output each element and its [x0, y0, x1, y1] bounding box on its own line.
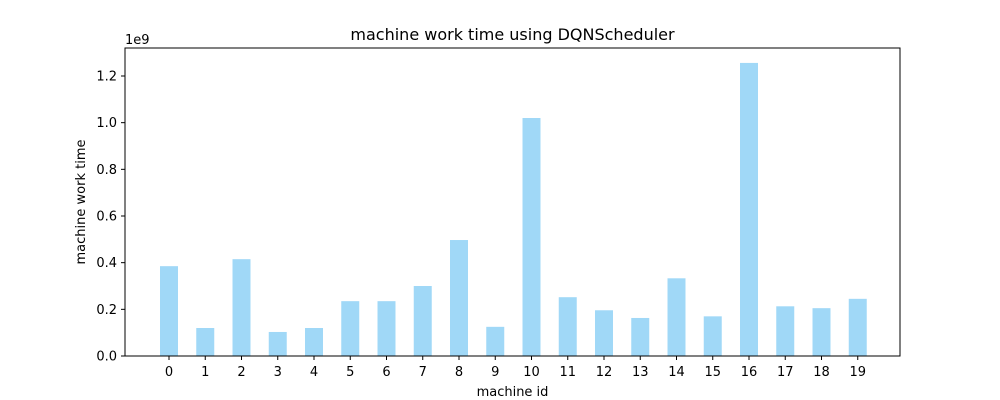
bar-machine-4 — [305, 328, 323, 356]
bar-machine-5 — [341, 301, 360, 356]
bar-machine-2 — [232, 259, 251, 356]
bar-machine-18 — [812, 308, 831, 356]
bar-machine-17 — [776, 306, 795, 356]
chart-title: machine work time using DQNScheduler — [350, 25, 675, 44]
y-offset-label: 1e9 — [125, 33, 150, 48]
x-tick-label: 7 — [419, 365, 427, 380]
x-tick-label: 14 — [668, 365, 685, 380]
bar-machine-11 — [558, 297, 577, 356]
y-tick-label: 0.2 — [96, 303, 117, 318]
plot-frame — [124, 47, 901, 357]
x-tick-label: 12 — [596, 365, 613, 380]
bar-machine-1 — [196, 328, 215, 356]
bar-machine-14 — [667, 278, 686, 356]
bar-machine-19 — [848, 298, 867, 356]
y-tick-label: 1.0 — [96, 116, 117, 131]
y-tick-label: 0.0 — [96, 350, 117, 365]
y-tick-label: 0.8 — [96, 163, 117, 178]
x-tick-label: 11 — [559, 365, 576, 380]
x-axis-label: machine id — [477, 385, 549, 400]
x-tick-label: 9 — [491, 365, 499, 380]
x-tick-label: 15 — [704, 365, 721, 380]
y-tick-label: 1.2 — [96, 70, 117, 85]
x-tick-label: 10 — [523, 365, 540, 380]
x-tick-label: 13 — [632, 365, 649, 380]
y-ticks-group: 0.0 0.2 0.4 0.6 0.8 1.0 1.2 — [96, 70, 125, 365]
bar-machine-10 — [522, 118, 541, 356]
x-tick-label: 18 — [813, 365, 830, 380]
x-tick-label: 1 — [201, 365, 209, 380]
x-tick-label: 6 — [382, 365, 390, 380]
bar-machine-3 — [268, 331, 287, 356]
x-tick-label: 3 — [274, 365, 282, 380]
x-tick-label: 16 — [741, 365, 758, 380]
bar-machine-12 — [595, 310, 613, 356]
y-tick-label: 0.4 — [96, 256, 117, 271]
bar-machine-13 — [631, 317, 650, 356]
x-tick-label: 17 — [777, 365, 794, 380]
bar-machine-8 — [450, 240, 468, 356]
bar-machine-6 — [377, 301, 396, 356]
bar-machine-16 — [740, 62, 758, 357]
bar-machine-7 — [413, 286, 432, 356]
x-ticks-group: 0 1 2 3 4 5 6 7 8 9 10 11 12 13 14 15 16 17 18 19 — [165, 356, 866, 380]
bars-group — [160, 62, 867, 357]
x-tick-label: 5 — [346, 365, 354, 380]
bar-machine-0 — [160, 266, 178, 356]
x-tick-label: 0 — [165, 365, 173, 380]
bar-machine-15 — [703, 316, 722, 356]
x-tick-label: 8 — [455, 365, 463, 380]
bar-machine-9 — [486, 326, 505, 356]
y-axis-label: machine work time — [74, 140, 89, 265]
x-tick-label: 4 — [310, 365, 318, 380]
x-tick-label: 2 — [237, 365, 245, 380]
y-tick-label: 0.6 — [96, 210, 117, 225]
x-tick-label: 19 — [849, 365, 866, 380]
